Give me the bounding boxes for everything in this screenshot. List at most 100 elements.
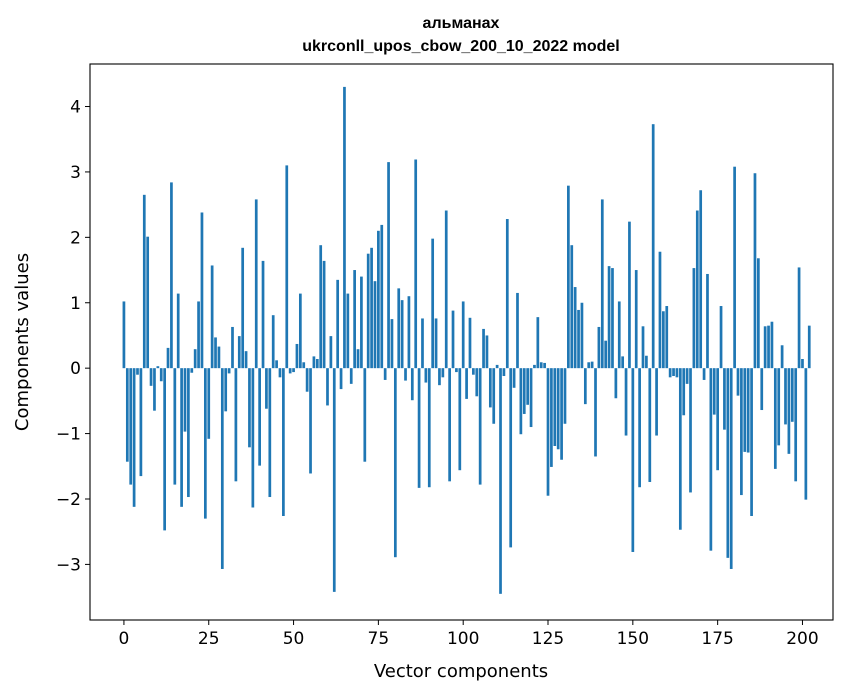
bar — [455, 368, 458, 373]
x-tick-label: 175 — [701, 629, 733, 649]
bar — [668, 368, 672, 378]
bar — [431, 238, 435, 369]
bar — [641, 326, 645, 369]
bar — [573, 287, 577, 369]
bar — [777, 368, 781, 446]
bar — [163, 368, 166, 531]
bar — [475, 368, 479, 397]
y-tick-label: −2 — [56, 490, 81, 510]
bar — [651, 124, 655, 369]
bar — [563, 368, 567, 424]
bar — [237, 336, 241, 369]
x-tick-label: 25 — [198, 629, 220, 649]
bar — [214, 337, 217, 369]
bar — [692, 268, 696, 369]
bar — [424, 368, 428, 383]
bar — [539, 362, 543, 369]
bar — [628, 221, 631, 369]
bar — [600, 199, 604, 369]
bar — [203, 368, 207, 519]
bar — [560, 368, 563, 460]
bar — [719, 306, 723, 369]
bar — [173, 368, 177, 485]
x-axis-label: Vector components — [374, 661, 548, 682]
y-tick-label: 3 — [70, 163, 81, 183]
bar — [390, 319, 394, 369]
y-tick-label: 4 — [70, 98, 81, 118]
bar — [421, 318, 424, 369]
bar — [716, 368, 720, 471]
bar — [220, 368, 224, 569]
bar — [275, 360, 278, 369]
bar — [271, 315, 275, 369]
bar — [604, 340, 608, 369]
bar — [292, 368, 295, 373]
bar — [461, 301, 465, 369]
bar — [492, 368, 496, 424]
bar — [780, 345, 784, 369]
bar — [326, 368, 329, 406]
bar — [672, 368, 675, 377]
bar — [444, 210, 448, 369]
bar — [380, 224, 384, 369]
bar — [733, 166, 736, 369]
bar — [309, 368, 312, 474]
bar — [502, 368, 506, 377]
bar — [407, 296, 411, 369]
bar — [488, 368, 492, 408]
bar — [187, 368, 190, 498]
bar — [512, 368, 516, 388]
bar — [678, 368, 682, 530]
bar — [702, 368, 706, 380]
bar — [675, 368, 679, 378]
bar — [794, 368, 798, 482]
plot-frame — [89, 63, 834, 621]
bar — [176, 293, 180, 369]
chart-title-line2: ukrconll_upos_cbow_200_10_2022 model — [302, 38, 619, 55]
bar — [682, 368, 686, 416]
bar — [763, 326, 767, 369]
x-tick-label: 125 — [532, 629, 564, 649]
bar — [736, 368, 740, 396]
bar — [594, 368, 597, 457]
bar — [580, 302, 584, 369]
bar — [132, 368, 136, 507]
bar — [377, 230, 380, 369]
bar — [526, 368, 530, 405]
bar — [801, 359, 804, 369]
bar — [590, 361, 594, 369]
bar — [410, 368, 414, 401]
bar — [224, 368, 228, 412]
bar — [190, 368, 194, 373]
bar — [533, 364, 536, 369]
bar — [183, 368, 187, 432]
bar — [438, 368, 441, 386]
bar — [315, 359, 319, 369]
bar — [753, 173, 757, 369]
bar — [804, 368, 808, 500]
bar — [597, 326, 601, 369]
y-tick-label: 1 — [70, 294, 81, 314]
bar — [773, 368, 777, 469]
bar — [417, 368, 421, 488]
bar — [546, 368, 550, 496]
x-tick-label: 50 — [283, 629, 305, 649]
bar — [505, 219, 509, 369]
x-tick-label: 100 — [447, 629, 479, 649]
bar — [210, 265, 214, 369]
bar — [797, 267, 801, 369]
bar — [699, 190, 703, 369]
bar — [193, 349, 197, 369]
bar — [234, 368, 238, 482]
bar — [750, 368, 753, 516]
bar — [645, 355, 648, 369]
bar — [149, 368, 153, 386]
bar — [695, 210, 699, 369]
bar — [465, 368, 468, 399]
bar — [159, 368, 163, 382]
bar — [583, 368, 587, 405]
y-tick-label: −3 — [56, 555, 81, 575]
bar — [387, 162, 390, 369]
bar — [393, 368, 397, 558]
bar — [553, 368, 557, 447]
